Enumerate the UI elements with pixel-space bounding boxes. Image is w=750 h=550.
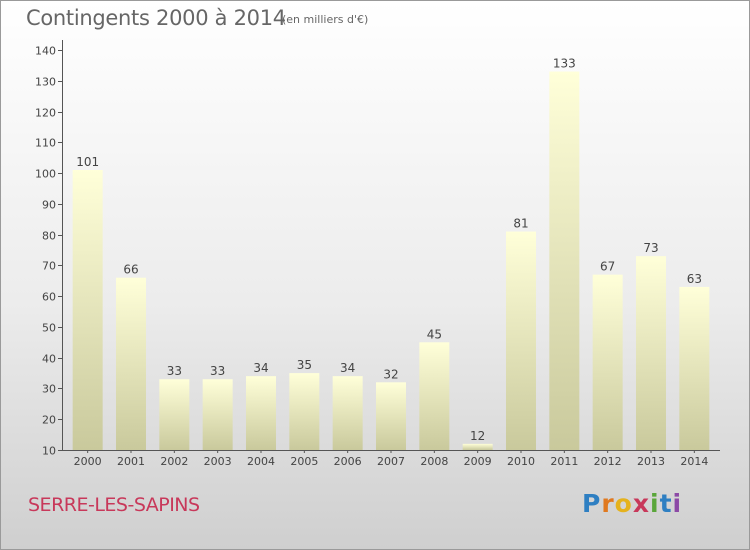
- logo-letter: r: [601, 489, 615, 518]
- bar: [289, 373, 320, 450]
- bar: [549, 71, 580, 451]
- data-label: 34: [340, 361, 355, 375]
- logo-letter: P: [582, 489, 602, 518]
- data-label: 12: [470, 429, 485, 443]
- y-tick-label: 130: [35, 76, 56, 89]
- x-tick-label: 2001: [117, 455, 145, 468]
- y-tick-label: 50: [42, 322, 56, 335]
- data-label: 66: [123, 263, 138, 277]
- bar: [679, 286, 710, 450]
- x-tick-label: 2004: [247, 455, 275, 468]
- bar: [116, 277, 146, 450]
- y-tick-label: 70: [42, 260, 56, 273]
- logo-letter: i: [650, 489, 660, 518]
- x-tick-label: 2006: [334, 455, 362, 468]
- bar: [592, 274, 623, 450]
- y-tick-label: 60: [42, 291, 56, 304]
- x-tick-label: 2002: [160, 455, 188, 468]
- data-label: 34: [253, 361, 268, 375]
- y-tick-label: 40: [42, 353, 56, 366]
- data-label: 101: [76, 155, 99, 169]
- bar: [506, 231, 536, 450]
- x-tick-label: 2008: [420, 455, 448, 468]
- y-tick-label: 100: [35, 168, 56, 181]
- bar: [462, 443, 493, 450]
- data-label: 33: [210, 364, 225, 378]
- bar: [72, 170, 103, 450]
- chart-subtitle: (en milliers d'€): [282, 13, 369, 26]
- bar: [332, 376, 363, 450]
- logo-letter: o: [614, 489, 633, 518]
- data-label: 32: [383, 367, 398, 381]
- x-tick-label: 2014: [680, 455, 708, 468]
- x-tick-label: 2010: [507, 455, 535, 468]
- logo-letter: x: [632, 489, 650, 518]
- x-tick-label: 2000: [74, 455, 102, 468]
- data-label: 67: [600, 260, 615, 274]
- logo-letter: i: [672, 489, 683, 518]
- bar: [202, 379, 233, 450]
- x-tick-label: 2013: [637, 455, 665, 468]
- bar: [419, 342, 450, 450]
- data-label: 133: [553, 57, 576, 71]
- data-label: 35: [297, 358, 312, 372]
- x-tick-label: 2009: [464, 455, 492, 468]
- proxiti-logo: Proxiti: [582, 489, 682, 518]
- y-tick-label: 140: [35, 45, 56, 58]
- x-tick-label: 2005: [290, 455, 318, 468]
- data-label: 81: [513, 217, 528, 231]
- logo-letter: t: [659, 489, 673, 518]
- bar: [376, 382, 406, 450]
- x-tick-label: 2003: [204, 455, 232, 468]
- x-tick-label: 2011: [550, 455, 578, 468]
- y-tick-label: 80: [42, 230, 56, 243]
- data-label: 45: [427, 327, 442, 341]
- chart-title: Contingents 2000 à 2014: [26, 6, 286, 30]
- y-tick-label: 10: [42, 445, 56, 458]
- x-tick-label: 2007: [377, 455, 405, 468]
- y-tick-label: 30: [42, 383, 56, 396]
- commune-name: SERRE-LES-SAPINS: [28, 494, 200, 516]
- bar: [159, 379, 190, 450]
- y-tick-label: 20: [42, 414, 56, 427]
- bar: [636, 256, 666, 450]
- y-tick-label: 120: [35, 107, 56, 120]
- y-tick-label: 110: [35, 137, 56, 150]
- data-label: 63: [687, 272, 702, 286]
- y-tick-label: 90: [42, 199, 56, 212]
- x-tick-label: 2012: [594, 455, 622, 468]
- bar: [246, 376, 276, 450]
- data-label: 73: [643, 241, 658, 255]
- data-label: 33: [167, 364, 182, 378]
